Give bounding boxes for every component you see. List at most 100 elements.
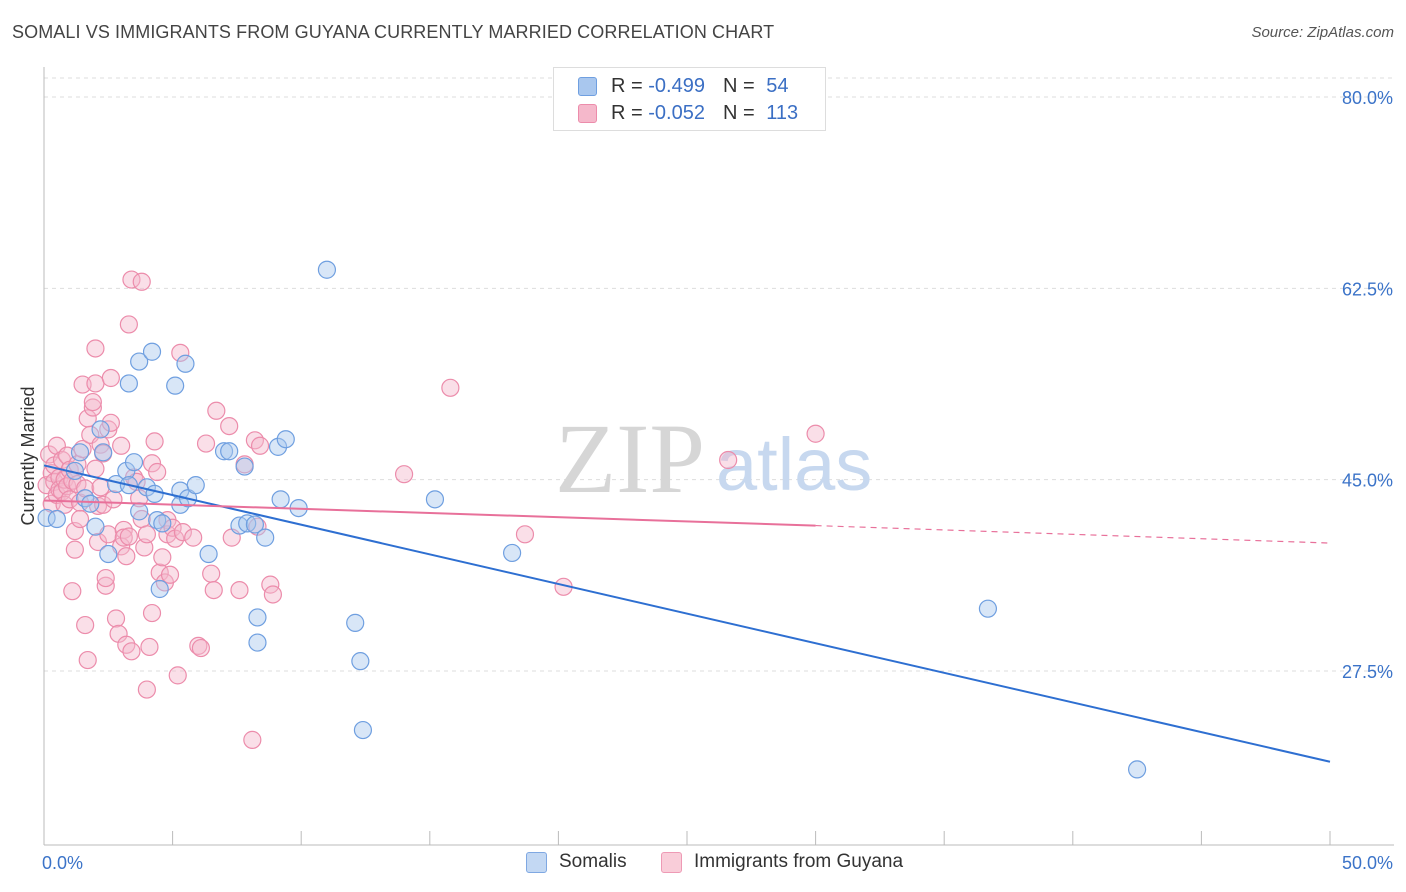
somalis-point (268, 437, 288, 456)
watermark-zip: ZIP (555, 403, 705, 514)
guyana-point (189, 636, 208, 655)
x-tick-label: 0.0% (42, 853, 83, 873)
guyana-point (245, 431, 265, 450)
n-value: 54 (766, 74, 789, 97)
guyana-point (65, 521, 84, 541)
somalis-point (145, 484, 164, 503)
r-label: R = (611, 101, 649, 124)
somalis-point (248, 633, 267, 652)
guyana-point (230, 580, 249, 600)
guyana-point (145, 432, 164, 451)
guyana-point (73, 439, 92, 459)
somalis-swatch (578, 76, 597, 96)
somalis-point (91, 420, 110, 439)
somalis-point (245, 515, 265, 534)
somalis-point (81, 494, 100, 513)
somalis-point (94, 443, 113, 462)
guyana-point (76, 615, 95, 635)
guyana-point (63, 582, 82, 601)
guyana-point (88, 532, 108, 552)
legend-row-guyana: R = -0.052 N = 113 (578, 101, 798, 125)
somalis-point (248, 608, 267, 627)
guyana-point (184, 528, 203, 547)
guyana-swatch (578, 103, 597, 123)
guyana-trend-extension (815, 524, 1331, 544)
somalis-trend-line (43, 464, 1331, 763)
y-tick-label: 27.5% (1342, 662, 1393, 682)
somalis-point (119, 374, 138, 393)
guyana-point (73, 375, 92, 394)
somalis-point (425, 490, 445, 509)
guyana-point (122, 642, 141, 661)
r-value: -0.052 (648, 101, 705, 124)
guyana-point (137, 525, 156, 544)
legend-label: Immigrants from Guyana (694, 851, 904, 872)
guyana-point (163, 518, 182, 537)
guyana-point (112, 436, 131, 455)
somalis-point (978, 599, 998, 618)
guyana-point (515, 525, 535, 544)
x-tick-label: 50.0% (1342, 853, 1393, 873)
y-axis-label: Currently Married (18, 386, 38, 525)
guyana-point (83, 398, 102, 417)
guyana-point (132, 272, 151, 291)
somalis-swatch (526, 851, 547, 873)
watermark: ZIP atlas (555, 403, 872, 514)
guyana-point (101, 413, 120, 432)
guyana-point (142, 454, 162, 473)
guyana-point (202, 564, 221, 583)
somalis-point (271, 490, 290, 509)
guyana-point (65, 540, 84, 559)
guyana-point (171, 343, 190, 362)
somalis-point (220, 442, 239, 461)
series-guyana-points (37, 270, 825, 749)
n-value: 113 (766, 101, 799, 124)
legend-item-guyana[interactable]: Immigrants from Guyana (661, 851, 903, 873)
guyana-point (441, 378, 460, 397)
n-label: N = (722, 74, 761, 97)
guyana-point (86, 374, 105, 393)
watermark-atlas: atlas (716, 423, 872, 506)
somalis-point (503, 543, 522, 563)
guyana-point (191, 638, 210, 658)
somalis-point (150, 579, 169, 599)
guyana-point (104, 490, 123, 509)
guyana-point (207, 401, 226, 420)
somalis-point (153, 514, 172, 533)
guyana-point (220, 416, 239, 436)
guyana-point (119, 527, 138, 546)
guyana-point (86, 459, 105, 478)
guyana-point (101, 368, 120, 388)
source-credit: Source: ZipAtlas.com (1251, 24, 1394, 41)
guyana-point (106, 609, 126, 628)
somalis-point (317, 260, 337, 279)
guyana-point (204, 580, 223, 600)
legend-item-somalis[interactable]: Somalis (526, 851, 627, 873)
guyana-point (137, 680, 156, 699)
correlation-legend: R = -0.499 N = 54 R = -0.052 N = 113 (553, 67, 826, 131)
somalis-point (256, 528, 275, 547)
r-value: -0.499 (648, 74, 705, 97)
somalis-point (130, 352, 149, 371)
somalis-point (199, 544, 218, 564)
axes (43, 67, 1394, 846)
guyana-point (140, 637, 159, 657)
somalis-point (351, 652, 370, 671)
guyana-point (78, 650, 97, 670)
guyana-point (263, 585, 283, 604)
somalis-point (148, 511, 167, 530)
guyana-point (142, 603, 162, 623)
somalis-point (276, 430, 295, 449)
series-legend: Somalis Immigrants from Guyana (0, 851, 1406, 877)
guyana-swatch (661, 851, 682, 873)
somalis-point (70, 443, 90, 462)
grid-lines (44, 77, 1394, 672)
legend-row-somalis: R = -0.499 N = 54 (578, 74, 788, 98)
chart-title: SOMALI VS IMMIGRANTS FROM GUYANA CURRENT… (12, 22, 775, 42)
guyana-point (719, 450, 738, 470)
r-label: R = (611, 74, 649, 97)
y-tick-label: 45.0% (1342, 471, 1393, 491)
somalis-point (99, 544, 118, 564)
somalis-point (353, 720, 373, 740)
